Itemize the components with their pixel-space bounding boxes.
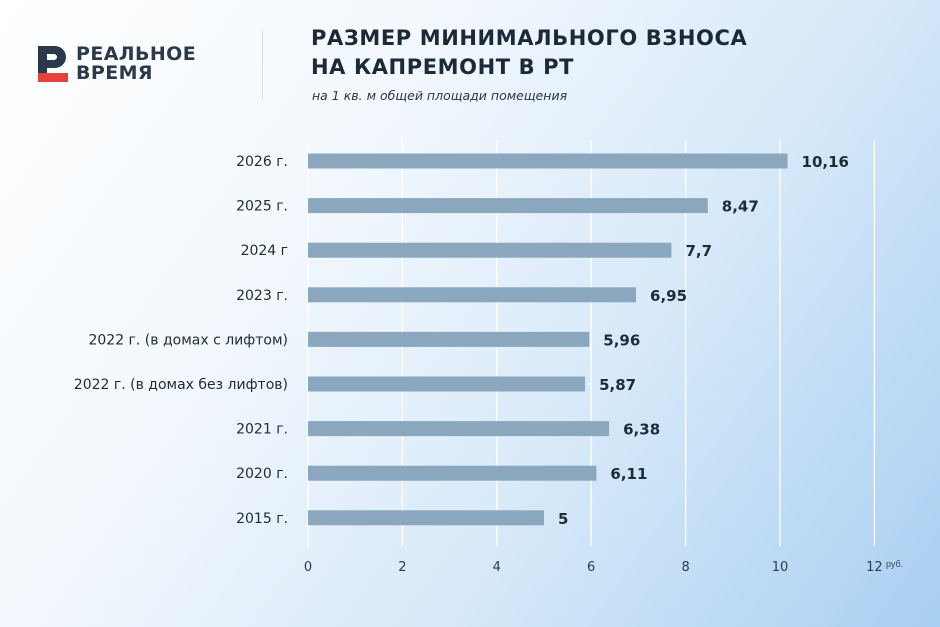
bar xyxy=(308,242,672,258)
data-label: 5,87 xyxy=(599,376,636,394)
x-tick-label: 4 xyxy=(493,560,501,575)
data-label: 5,96 xyxy=(603,331,640,349)
x-axis-unit-label: руб. xyxy=(886,559,904,569)
category-label: 2021 г. xyxy=(236,422,288,438)
bar xyxy=(308,198,708,214)
category-label: 2015 г. xyxy=(236,511,288,527)
x-tick-label: 0 xyxy=(304,560,312,575)
x-tick-label: 2 xyxy=(398,560,406,575)
brand-logo: РЕАЛЬНОЕ ВРЕМЯ xyxy=(36,44,226,86)
chart-subtitle: на 1 кв. м общей площади помещения xyxy=(312,88,568,103)
brand-mark-icon xyxy=(38,46,68,82)
bar xyxy=(308,287,637,303)
brand-name-line2: ВРЕМЯ xyxy=(76,62,153,84)
header-divider xyxy=(262,30,263,100)
brand-name: РЕАЛЬНОЕ ВРЕМЯ xyxy=(76,45,196,83)
x-tick-label: 6 xyxy=(587,560,595,575)
data-label: 10,16 xyxy=(802,153,849,171)
x-tick-label: 10 xyxy=(772,560,789,575)
category-label: 2022 г. (в домах без лифтов) xyxy=(74,377,288,393)
brand-name-line1: РЕАЛЬНОЕ xyxy=(76,43,197,65)
bar xyxy=(308,331,590,347)
bar xyxy=(308,153,788,169)
data-label: 8,47 xyxy=(722,198,759,216)
category-label: 2025 г. xyxy=(236,199,288,215)
chart-title-line2: НА КАПРЕМОНТ В РТ xyxy=(311,55,575,79)
data-label: 6,95 xyxy=(650,287,687,305)
data-label: 7,7 xyxy=(685,242,712,260)
category-label: 2026 г. xyxy=(236,154,288,170)
data-label: 6,11 xyxy=(610,465,647,483)
category-label: 2024 г xyxy=(241,243,288,259)
x-tick-label: 8 xyxy=(681,560,689,575)
category-label: 2020 г. xyxy=(236,466,288,482)
data-label: 6,38 xyxy=(623,421,660,439)
category-label: 2023 г. xyxy=(236,288,288,304)
bar xyxy=(308,510,544,526)
bar xyxy=(308,376,586,392)
data-label: 5 xyxy=(558,510,568,528)
bar xyxy=(308,421,610,437)
x-tick-label: 12 xyxy=(866,560,883,575)
bar xyxy=(308,465,597,481)
chart-title-line1: РАЗМЕР МИНИМАЛЬНОГО ВЗНОСА xyxy=(311,26,748,50)
category-label: 2022 г. (в домах с лифтом) xyxy=(88,332,288,348)
chart-title: РАЗМЕР МИНИМАЛЬНОГО ВЗНОСА НА КАПРЕМОНТ … xyxy=(311,24,747,82)
